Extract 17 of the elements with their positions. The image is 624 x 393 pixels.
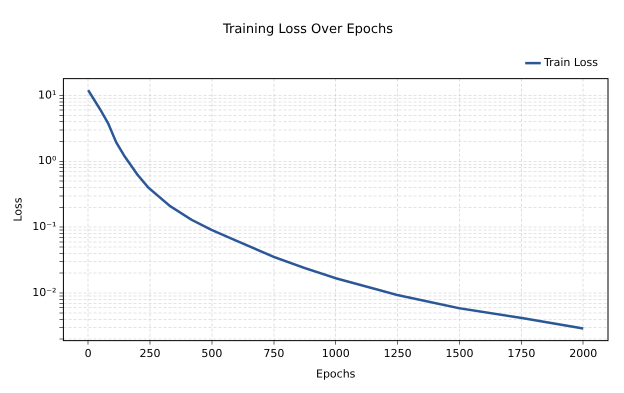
x-tick-label: 750 — [263, 347, 284, 360]
x-tick-label: 1250 — [384, 347, 412, 360]
y-tick-label: 10⁻¹ — [32, 220, 56, 234]
x-tick-label: 1750 — [507, 347, 536, 360]
y-tick-label: 10⁰ — [38, 154, 57, 168]
x-tick-label: 0 — [84, 347, 92, 360]
x-tick-label: 250 — [140, 347, 161, 360]
chart-title: Training Loss Over Epochs — [222, 22, 394, 38]
y-tick-label: 10¹ — [38, 88, 56, 102]
legend-label: Train Loss — [542, 56, 598, 69]
y-axis-title: Loss — [11, 197, 24, 222]
x-tick-label: 1500 — [445, 347, 474, 360]
x-tick-label: 2000 — [569, 347, 598, 360]
y-tick-label: 10⁻² — [32, 286, 56, 299]
x-axis-title: Epochs — [316, 367, 356, 380]
x-tick-label: 1000 — [322, 347, 350, 360]
x-tick-label: 500 — [201, 347, 222, 360]
